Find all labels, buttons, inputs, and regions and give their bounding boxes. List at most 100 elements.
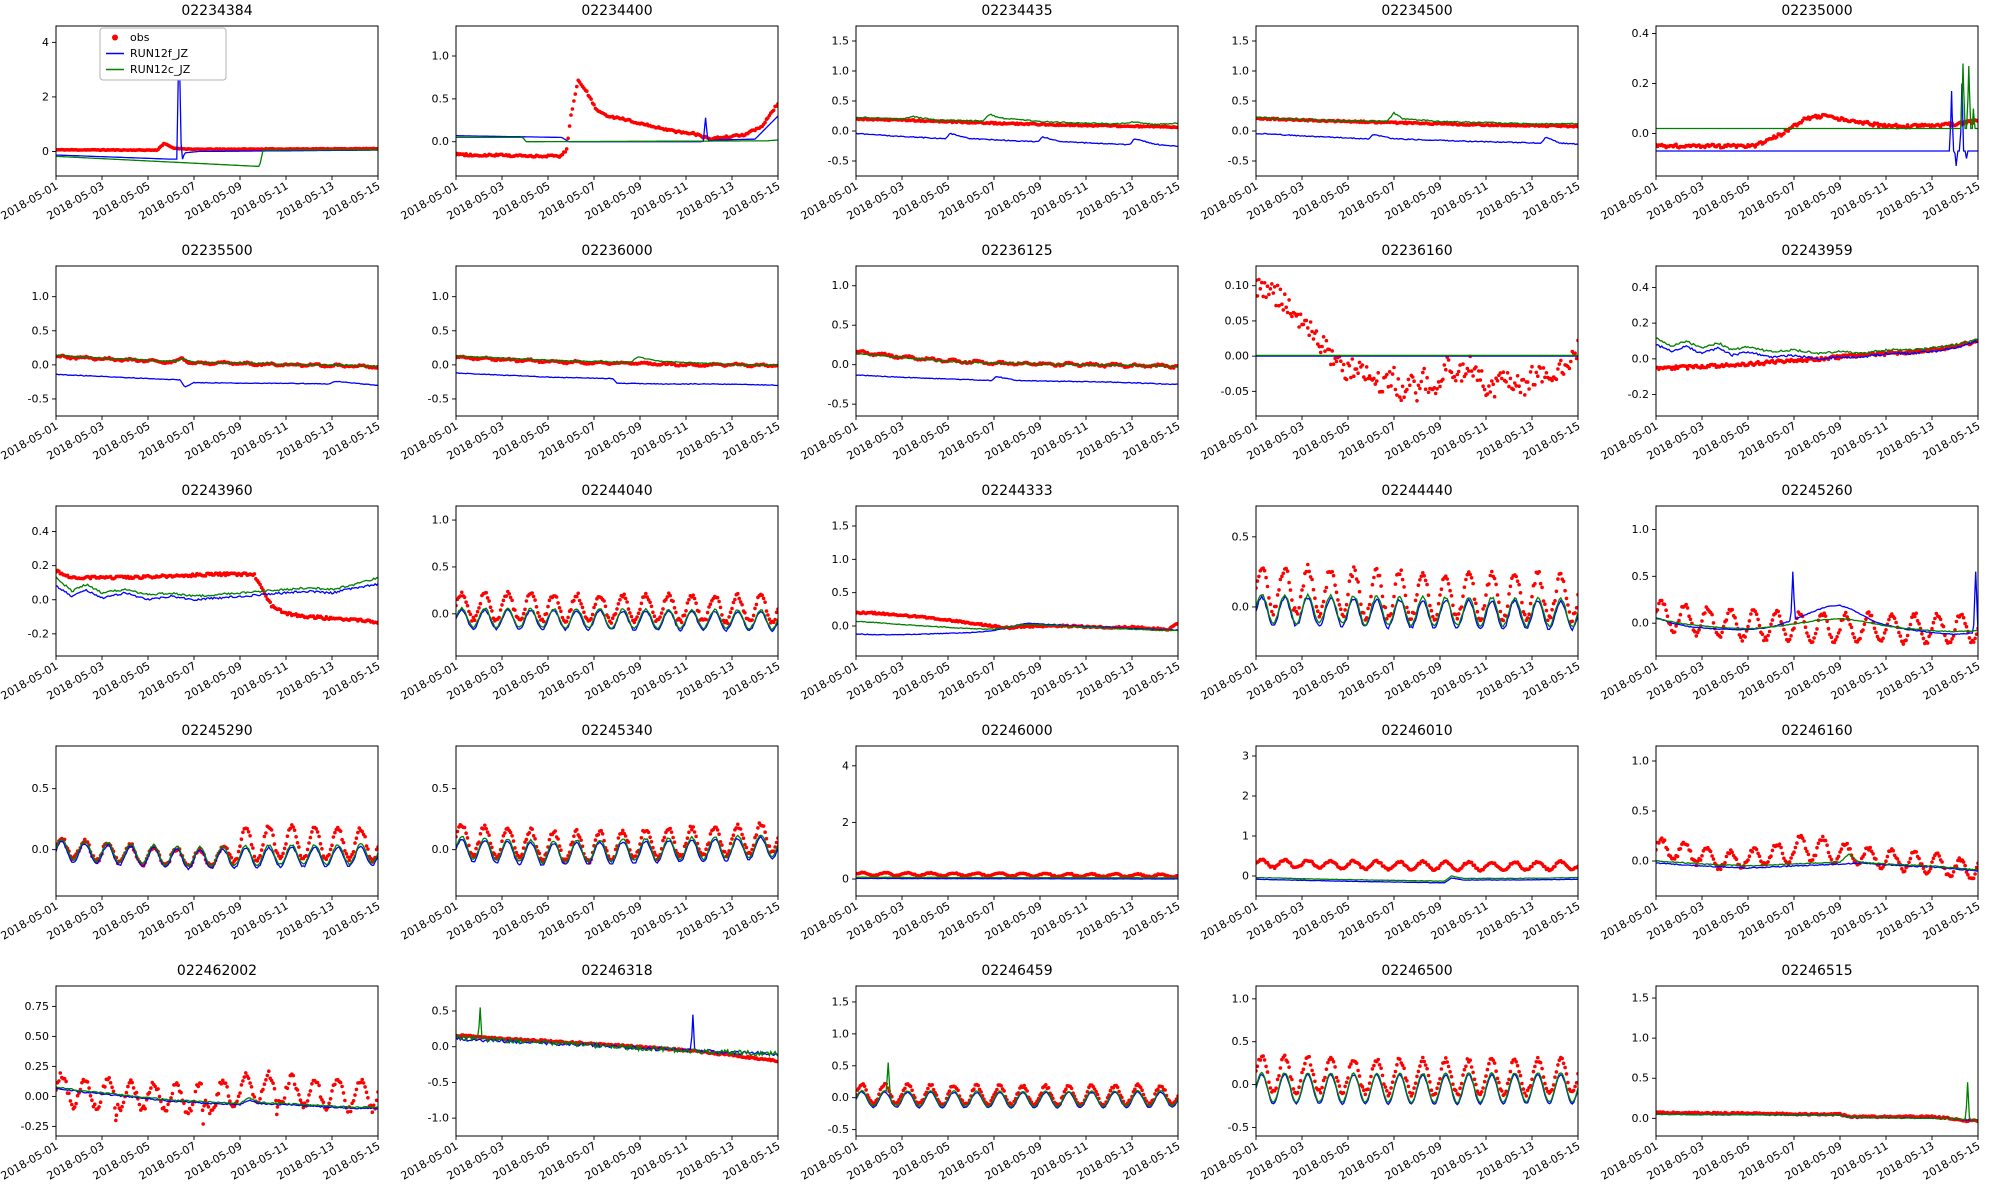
legend-box	[99, 27, 227, 81]
y-tick-label: 0	[842, 873, 849, 886]
series-RUN12c_JZ	[1256, 1071, 1578, 1104]
y-tick-label: 0.4	[1632, 281, 1650, 294]
y-tick-label: -0.5	[428, 1076, 449, 1089]
y-tick-label: 1.5	[832, 995, 850, 1008]
y-tick-label: 2	[1242, 790, 1249, 803]
series-obs	[456, 589, 778, 625]
axes-frame	[455, 505, 779, 657]
subplot-title: 02246000	[981, 723, 1052, 739]
y-tick-label: 0.2	[32, 559, 50, 572]
subplot-canvas-02234500: 02234500-0.50.00.51.01.52018-05-012018-0…	[1200, 3, 1583, 223]
axes-frame	[55, 265, 379, 417]
subplot-canvas-02243959: 02243959-0.20.00.20.42018-05-012018-05-0…	[1600, 243, 1983, 463]
subplot-canvas-02245290: 022452900.00.52018-05-012018-05-032018-0…	[0, 723, 383, 943]
subplot-title: 02245260	[1781, 483, 1852, 499]
series-RUN12f_JZ	[56, 373, 378, 388]
subplot-title: 02234384	[181, 3, 252, 19]
axes-frame	[855, 505, 1179, 657]
y-tick-label: 3	[1242, 750, 1249, 763]
y-tick-label: 0.0	[32, 843, 50, 856]
subplot-title: 02236125	[981, 243, 1052, 259]
series-RUN12c_JZ	[456, 1007, 778, 1058]
axes-frame	[455, 745, 779, 897]
axes-frame	[1655, 25, 1979, 177]
subplot-title: 02244440	[1381, 483, 1452, 499]
series-RUN12c_JZ	[856, 876, 1178, 879]
y-tick-label: 4	[42, 36, 49, 49]
subplot-title: 02246318	[581, 963, 652, 979]
subplot-canvas-02246160: 022461600.00.51.02018-05-012018-05-03201…	[1600, 723, 1983, 943]
series-obs	[1256, 277, 1578, 403]
axes-frame	[55, 25, 379, 177]
y-tick-label: 0.0	[832, 125, 850, 138]
series-RUN12c_JZ	[56, 354, 378, 367]
subplot-title: 02234500	[1381, 3, 1452, 19]
series-obs	[1256, 1053, 1578, 1098]
y-tick-label: -0.2	[28, 627, 49, 640]
subplot-canvas-02244440: 022444400.00.52018-05-012018-05-032018-0…	[1200, 483, 1583, 703]
axes-frame	[1255, 265, 1579, 417]
series-obs	[456, 354, 778, 369]
y-tick-label: 0.5	[432, 560, 450, 573]
series-RUN12c_JZ	[1256, 875, 1578, 882]
legend-marker-obs	[112, 34, 118, 41]
series-RUN12c_JZ	[1656, 617, 1978, 633]
subplot-canvas-02246515: 022465150.00.51.01.52018-05-012018-05-03…	[1600, 963, 1983, 1183]
legend-label: RUN12f_JZ	[130, 47, 189, 60]
y-tick-label: 0.5	[1232, 1035, 1250, 1048]
subplot-canvas-02236125: 02236125-0.50.00.51.02018-05-012018-05-0…	[800, 243, 1183, 463]
axes-frame	[1255, 985, 1579, 1137]
series-RUN12c_JZ	[1656, 337, 1978, 356]
subplot-title: 02234400	[581, 3, 652, 19]
series-RUN12f_JZ	[456, 372, 778, 387]
y-tick-label: 1.0	[832, 65, 850, 78]
y-tick-label: 1.0	[432, 290, 450, 303]
y-tick-label: 0.4	[32, 525, 50, 538]
series-obs	[456, 78, 778, 159]
axes-frame	[55, 985, 379, 1137]
y-tick-label: 0.5	[1632, 570, 1650, 583]
y-tick-label: 0.5	[32, 324, 50, 337]
subplot-title: 02236000	[581, 243, 652, 259]
subplot-02246515: 02246515 0.0 0.5 1.0 1.5 2018-05-01 2018-05-03…	[1600, 960, 2000, 1200]
subplot-title: 02244333	[981, 483, 1052, 499]
y-tick-label: -0.2	[1628, 388, 1649, 401]
subplot-02234384: 02234384 0 2 4 2018-05-01 2018-05-03 2018-05-0…	[0, 0, 400, 240]
axes-frame	[1255, 745, 1579, 897]
y-tick-label: -0.5	[428, 392, 449, 405]
y-tick-label: 0.5	[1232, 95, 1250, 108]
subplot-02246000: 02246000 0 2 4 2018-05-01 2018-05-03 2018-05-0…	[800, 720, 1200, 960]
series-RUN12f_JZ	[1656, 861, 1978, 872]
subplot-title: 02245340	[581, 723, 652, 739]
y-tick-label: 0.2	[1632, 77, 1650, 90]
subplot-canvas-02243960: 02243960-0.20.00.20.42018-05-012018-05-0…	[0, 483, 383, 703]
axes-frame	[455, 25, 779, 177]
series-RUN12c_JZ	[456, 355, 778, 366]
subplot-title: 02244040	[581, 483, 652, 499]
subplot-02234435: 02234435 -0.5 0.0 0.5 1.0 1.5 2018-05-01 2018-0…	[800, 0, 1200, 240]
subplot-02235000: 02235000 0.0 0.2 0.4 2018-05-01 2018-05-03 201…	[1600, 0, 2000, 240]
y-tick-label: 1.5	[832, 35, 850, 48]
subplot-canvas-02236000: 02236000-0.50.00.51.02018-05-012018-05-0…	[400, 243, 783, 463]
subplot-title: 02236160	[1381, 243, 1452, 259]
axes-frame	[1655, 745, 1979, 897]
axes-frame	[855, 985, 1179, 1137]
y-tick-label: -0.5	[828, 1123, 849, 1136]
subplot-02244440: 02244440 0.0 0.5 2018-05-01 2018-05-03 2018-0…	[1200, 480, 1600, 720]
series-RUN12c_JZ	[1656, 853, 1978, 871]
subplot-02236125: 02236125 -0.5 0.0 0.5 1.0 2018-05-01 2018-05-0…	[800, 240, 1200, 480]
subplot-canvas-02244040: 022440400.00.51.02018-05-012018-05-03201…	[400, 483, 783, 703]
subplot-02244333: 02244333 0.0 0.5 1.0 1.5 2018-05-01 2018-05-03…	[800, 480, 1200, 720]
series-RUN12c_JZ	[1256, 111, 1578, 126]
series-obs	[56, 568, 378, 625]
y-tick-label: 0	[42, 145, 49, 158]
axes-frame	[1655, 505, 1979, 657]
series-RUN12f_JZ	[1256, 132, 1578, 146]
subplot-02236160: 02236160 -0.05 0.00 0.05 0.10 2018-05-01 2018-…	[1200, 240, 1600, 480]
y-tick-label: 0	[1242, 870, 1249, 883]
y-tick-label: -0.5	[1228, 155, 1249, 168]
y-tick-label: 0.00	[1225, 350, 1250, 363]
y-tick-label: -0.5	[828, 155, 849, 168]
y-tick-label: 0.5	[432, 92, 450, 105]
